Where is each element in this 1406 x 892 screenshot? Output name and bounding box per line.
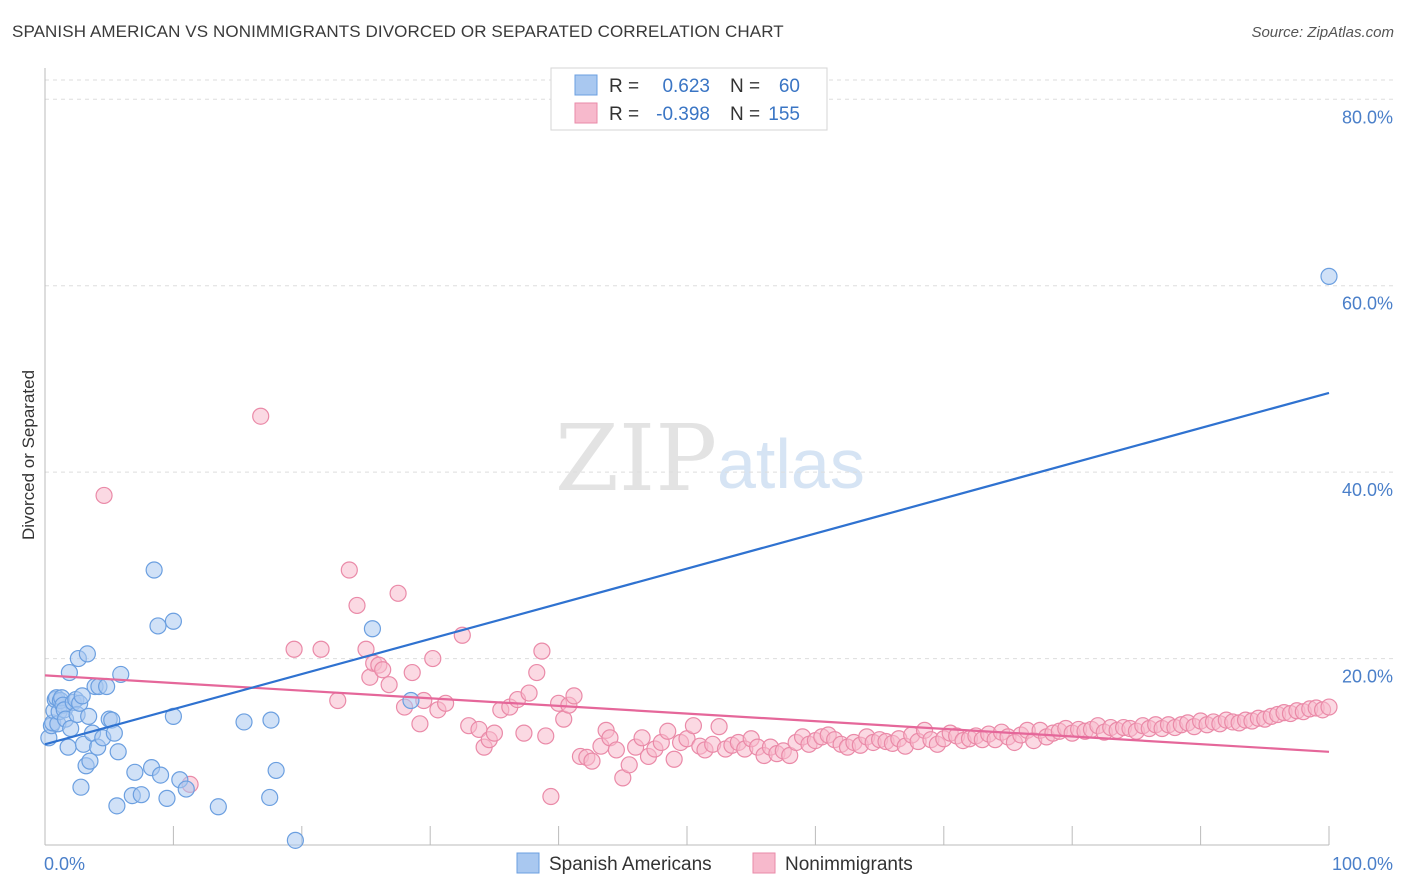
spanish-americans-point — [209, 798, 227, 816]
spanish-americans-point — [158, 789, 176, 807]
stats-swatch-blue — [574, 74, 598, 96]
nonimmigrants-point — [252, 407, 270, 425]
chart-title: SPANISH AMERICAN VS NONIMMIGRANTS DIVORC… — [12, 22, 784, 41]
nonimmigrants-point — [340, 561, 358, 579]
nonimmigrants-point — [684, 717, 703, 735]
axes — [44, 68, 1330, 846]
nonimmigrants-point — [380, 676, 398, 694]
trend-lines — [44, 391, 1330, 753]
spanish-americans-point — [108, 797, 126, 815]
watermark: ZIP atlas — [555, 405, 865, 512]
stats-box: R = 0.623 N = 60 R = -0.398 N = 155 — [550, 67, 828, 131]
spanish-americans-point — [262, 711, 280, 729]
spanish-americans-point — [177, 780, 195, 798]
stats-n-label: N = — [730, 104, 760, 125]
x-tick-label: 100.0% — [1332, 854, 1393, 874]
nonimmigrants-point — [389, 584, 407, 602]
spanish-americans-point — [286, 831, 304, 849]
nonimmigrants-point — [515, 724, 533, 742]
stats-n-value-blue: 60 — [779, 76, 800, 97]
nonimmigrants-point — [620, 756, 638, 774]
y-tick-label: 60.0% — [1342, 294, 1393, 314]
nonimmigrants-point — [528, 663, 546, 682]
nonimmigrants-point — [607, 741, 625, 759]
spanish-americans-point — [73, 687, 91, 705]
legend-label-spanish-americans: Spanish Americans — [549, 854, 712, 875]
nonimmigrants-point — [374, 661, 392, 679]
nonimmigrants-point — [520, 684, 538, 702]
spanish-americans-point — [151, 766, 170, 784]
legend: Spanish Americans Nonimmigrants — [516, 852, 913, 875]
spanish-americans-point — [59, 738, 77, 756]
spanish-americans-point — [132, 786, 150, 804]
nonimmigrants-point — [424, 649, 442, 668]
nonimmigrants-trend-line — [44, 674, 1330, 753]
nonimmigrants-point — [312, 640, 330, 658]
watermark-atlas: atlas — [717, 425, 865, 503]
legend-label-nonimmigrants: Nonimmigrants — [785, 854, 913, 875]
spanish-americans-point — [109, 743, 127, 761]
spanish-americans-point — [402, 691, 420, 710]
y-tick-label: 20.0% — [1342, 667, 1393, 687]
spanish-americans-point — [261, 788, 279, 807]
y-tick-labels: 20.0% 40.0% 60.0% 80.0% — [1342, 107, 1393, 686]
grid-lines — [45, 79, 1395, 660]
x-tick-labels: 0.0% 100.0% — [44, 854, 1393, 874]
nonimmigrants-point — [633, 729, 651, 747]
legend-swatch-nonimmigrants — [752, 852, 776, 874]
nonimmigrants-point — [565, 687, 583, 705]
y-tick-label: 40.0% — [1342, 480, 1393, 500]
spanish-americans-point — [145, 561, 163, 579]
stats-r-value-blue: 0.623 — [662, 76, 710, 97]
spanish-americans-point — [235, 713, 253, 731]
nonimmigrants-point — [485, 724, 503, 742]
nonimmigrants-point — [95, 486, 113, 505]
nonimmigrants-point — [537, 727, 555, 745]
spanish-americans-point — [98, 677, 116, 696]
nonimmigrants-point — [285, 640, 303, 658]
nonimmigrants-point — [583, 752, 601, 770]
legend-swatch-spanish-americans — [516, 852, 540, 874]
x-tick-label: 0.0% — [44, 854, 85, 874]
nonimmigrants-point — [659, 722, 677, 740]
y-axis-label: Divorced or Separated — [19, 370, 38, 540]
stats-swatch-pink — [574, 102, 598, 124]
nonimmigrants-point — [348, 596, 366, 615]
stats-r-value-pink: -0.398 — [656, 104, 710, 125]
spanish-americans-point — [72, 778, 90, 796]
spanish-americans-point — [363, 620, 382, 638]
spanish-americans-point — [81, 752, 99, 770]
nonimmigrants-point — [1320, 698, 1338, 716]
spanish-americans-point — [112, 665, 130, 684]
source-credit: Source: ZipAtlas.com — [1251, 24, 1394, 41]
stats-r-label: R = — [609, 76, 639, 97]
nonimmigrants-point — [542, 787, 560, 806]
spanish-americans-trend-line — [44, 391, 1330, 746]
spanish-americans-point — [126, 763, 144, 781]
spanish-americans-points — [40, 267, 1338, 849]
nonimmigrants-point — [665, 750, 683, 768]
stats-r-label: R = — [609, 104, 639, 125]
stats-n-label: N = — [730, 76, 760, 97]
nonimmigrants-point — [403, 663, 421, 682]
spanish-americans-point — [78, 645, 96, 663]
spanish-americans-point — [1320, 267, 1338, 285]
nonimmigrants-point — [411, 715, 429, 733]
spanish-americans-point — [80, 707, 98, 725]
nonimmigrants-point — [437, 694, 455, 712]
nonimmigrants-point — [329, 691, 347, 710]
spanish-americans-point — [267, 761, 285, 780]
stats-n-value-pink: 155 — [768, 104, 800, 125]
spanish-americans-point — [164, 612, 182, 630]
watermark-zip: ZIP — [555, 405, 717, 512]
y-tick-label: 80.0% — [1342, 107, 1393, 127]
spanish-americans-point — [149, 617, 167, 635]
nonimmigrants-point — [710, 718, 728, 736]
nonimmigrants-point — [533, 642, 551, 660]
